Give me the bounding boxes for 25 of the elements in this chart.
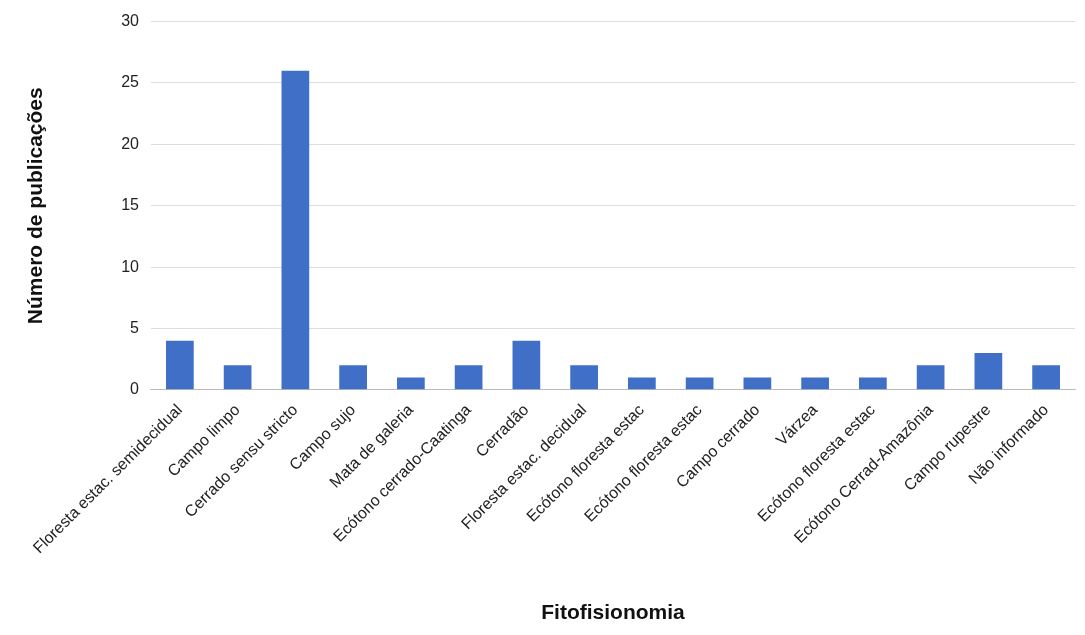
y-tick-label: 10 — [121, 257, 140, 275]
y-axis-title: Número de publicações — [23, 87, 47, 325]
bar — [974, 353, 1003, 390]
bar — [339, 365, 367, 390]
y-tick-label: 30 — [121, 12, 140, 30]
bar — [743, 377, 772, 390]
bar — [397, 377, 425, 390]
y-tick-label: 0 — [130, 380, 140, 398]
bar — [223, 365, 252, 390]
bar — [570, 365, 598, 390]
bar — [281, 70, 310, 390]
y-tick-label: 5 — [130, 318, 140, 336]
bar — [628, 377, 656, 390]
x-axis-title: Fitofisionomia — [541, 600, 686, 624]
bar — [1032, 365, 1060, 390]
bar — [685, 377, 714, 390]
bar — [916, 365, 945, 390]
bar — [512, 340, 541, 390]
y-tick-label: 20 — [121, 134, 140, 152]
bar — [859, 377, 887, 390]
y-tick-label: 15 — [121, 196, 140, 214]
bar — [801, 377, 829, 390]
bar — [166, 340, 194, 390]
bar — [454, 365, 483, 390]
y-tick-label: 25 — [121, 73, 140, 91]
